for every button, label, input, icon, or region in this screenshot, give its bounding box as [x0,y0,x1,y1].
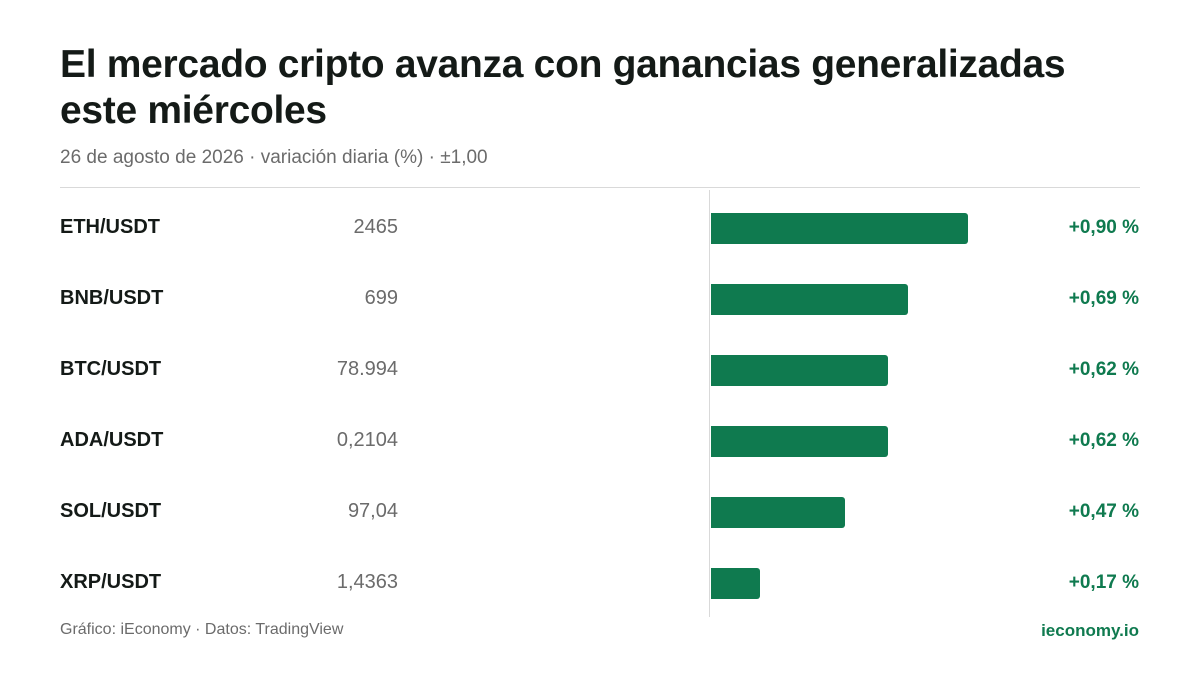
table-row: XRP/USDT 1,4363 +0,17 % [0,547,1200,618]
change-bar [711,426,889,457]
pair-label: XRP/USDT [60,571,162,593]
change-percent-label: +0,69 % [1068,287,1139,309]
price-value: 0,2104 [336,429,398,451]
header-divider [60,187,1140,188]
table-row: BTC/USDT 78.994 +0,62 % [0,334,1200,405]
change-bar [711,213,968,244]
price-value: 1,4363 [336,571,398,593]
table-row: ADA/USDT 0,2104 +0,62 % [0,405,1200,476]
change-bar [711,355,889,386]
price-value: 699 [364,287,398,309]
change-percent-label: +0,62 % [1068,429,1139,451]
price-value: 2465 [353,216,399,238]
price-value: 78.994 [336,358,398,380]
pair-label: BTC/USDT [60,358,162,380]
change-percent-label: +0,90 % [1068,216,1139,238]
table-row: SOL/USDT 97,04 +0,47 % [0,476,1200,547]
zero-axis-line [709,190,710,617]
change-bar [711,284,909,315]
pair-label: ADA/USDT [60,429,164,451]
chart-title: El mercado cripto avanza con ganancias g… [60,43,1066,132]
price-value: 97,04 [347,500,398,522]
chart-subtitle: 26 de agosto de 2026 · variación diaria … [60,147,488,168]
pair-label: BNB/USDT [60,287,164,309]
change-percent-label: +0,47 % [1068,500,1139,522]
footer-credit: Gráfico: iEconomy · Datos: TradingView [60,621,344,638]
footer-brand-link[interactable]: ieconomy.io [1041,621,1139,640]
table-row: ETH/USDT 2465 +0,90 % [0,192,1200,263]
change-percent-label: +0,62 % [1068,358,1139,380]
change-bar [711,497,846,528]
table-row: BNB/USDT 699 +0,69 % [0,263,1200,334]
change-bar [711,568,760,599]
pair-label: SOL/USDT [60,500,162,522]
change-percent-label: +0,17 % [1068,571,1139,593]
pair-label: ETH/USDT [60,216,160,238]
